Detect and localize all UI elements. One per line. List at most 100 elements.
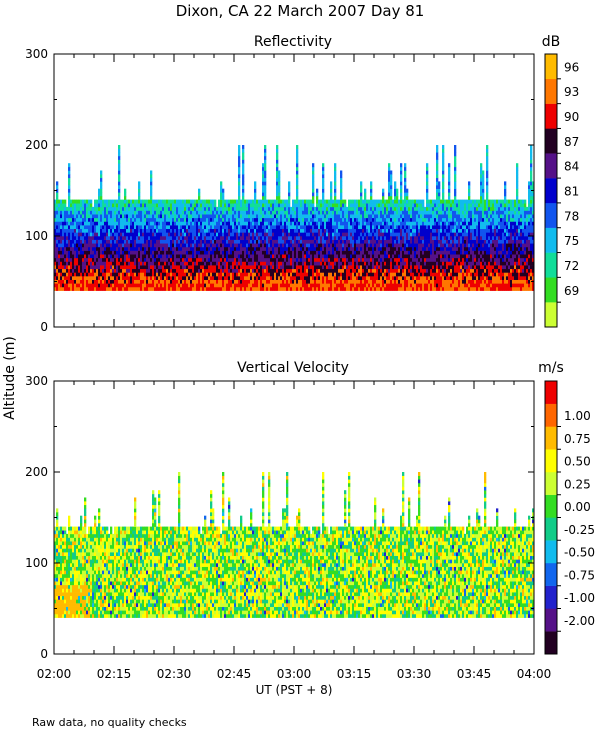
p1-heatmap-cell	[234, 246, 237, 251]
p1-heatmap-cell	[104, 243, 107, 248]
p1-heatmap-cell	[144, 265, 147, 270]
p1-heatmap-cell	[402, 276, 405, 280]
p1-heatmap-cell	[92, 261, 95, 266]
p1-heatmap-cell	[152, 261, 155, 266]
p1-heatmap-cell	[356, 232, 359, 237]
p1-heatmap-cell	[312, 243, 315, 248]
p1-heatmap-cell	[242, 174, 245, 179]
p1-heatmap-cell	[412, 236, 415, 240]
p1-heatmap-cell	[348, 276, 351, 280]
p1-heatmap-cell	[312, 188, 315, 193]
p1-heatmap-cell	[164, 276, 167, 280]
p1-heatmap-cell	[372, 276, 375, 280]
p1-heatmap-cell	[58, 268, 61, 273]
p1-heatmap-cell	[334, 192, 337, 197]
p1-heatmap-cell	[412, 257, 415, 262]
p1-heatmap-cell	[392, 217, 395, 222]
p1-heatmap-cell	[318, 206, 321, 211]
p1-heatmap-cell	[314, 283, 317, 288]
p1-heatmap-cell	[154, 246, 157, 251]
p1-heatmap-cell	[338, 268, 341, 273]
p1-heatmap-cell	[62, 206, 65, 211]
p1-heatmap-cell	[294, 206, 297, 211]
p1-heatmap-cell	[58, 283, 61, 288]
p1-heatmap-cell	[378, 257, 381, 262]
p1-heatmap-cell	[236, 257, 239, 262]
p1-heatmap-cell	[172, 265, 175, 270]
p1-heatmap-cell	[320, 261, 323, 266]
p1-heatmap-cell	[118, 272, 121, 277]
p1-heatmap-cell	[302, 243, 305, 248]
p1-heatmap-cell	[112, 283, 115, 288]
p1-heatmap-cell	[402, 221, 405, 226]
p1-heatmap-cell	[84, 239, 87, 244]
p1-heatmap-cell	[68, 214, 71, 219]
p1-heatmap-cell	[126, 279, 129, 284]
p1-heatmap-cell	[122, 283, 125, 288]
p1-heatmap-cell	[354, 236, 357, 240]
p1-heatmap-cell	[328, 203, 331, 208]
p1-heatmap-cell	[332, 239, 335, 244]
p1-heatmap-cell	[174, 254, 177, 259]
p1-heatmap-cell	[200, 203, 203, 208]
p1-heatmap-cell	[244, 239, 247, 244]
p1-heatmap-cell	[286, 268, 289, 273]
p1-heatmap-cell	[358, 232, 361, 237]
p1-heatmap-cell	[268, 246, 271, 251]
p1-heatmap-cell	[150, 188, 153, 193]
p1-heatmap-cell	[144, 225, 147, 230]
p1-heatmap-cell	[374, 279, 377, 284]
p1-heatmap-cell	[368, 286, 371, 291]
p1-heatmap-cell	[322, 236, 325, 240]
p1-heatmap-cell	[394, 210, 397, 215]
p1-heatmap-cell	[56, 195, 59, 200]
p1-heatmap-cell	[184, 254, 187, 259]
p1-heatmap-cell	[400, 199, 403, 204]
p1-heatmap-cell	[390, 177, 393, 182]
p1-heatmap-cell	[424, 221, 427, 226]
p1-heatmap-cell	[394, 225, 397, 230]
p1-heatmap-cell	[264, 210, 267, 215]
p1-heatmap-cell	[290, 246, 293, 251]
p1-heatmap-cell	[406, 228, 409, 233]
p1-heatmap-cell	[254, 254, 257, 259]
p1-heatmap-cell	[428, 239, 431, 244]
p1-heatmap-cell	[130, 214, 133, 219]
p1-heatmap-cell	[96, 199, 99, 204]
p1-heatmap-cell	[360, 203, 363, 208]
p1-heatmap-cell	[180, 250, 183, 255]
p1-heatmap-cell	[364, 257, 367, 262]
p1-heatmap-cell	[218, 239, 221, 244]
p1-heatmap-cell	[60, 228, 63, 233]
p1-heatmap-cell	[178, 276, 181, 280]
p1-heatmap-cell	[244, 250, 247, 255]
p1-heatmap-cell	[230, 286, 233, 291]
p1-heatmap-cell	[150, 272, 153, 277]
p1-heatmap-cell	[352, 279, 355, 284]
p1-heatmap-cell	[238, 166, 241, 171]
p1-heatmap-cell	[296, 265, 299, 270]
p1-heatmap-cell	[158, 206, 161, 211]
p1-heatmap-cell	[218, 199, 221, 204]
p1-heatmap-cell	[186, 250, 189, 255]
p1-heatmap-cell	[402, 283, 405, 288]
p1-heatmap-cell	[408, 257, 411, 262]
p1-heatmap-cell	[262, 228, 265, 233]
p1-heatmap-cell	[116, 214, 119, 219]
p1-heatmap-cell	[90, 225, 93, 230]
p1-heatmap-cell	[172, 206, 175, 211]
p1-heatmap-cell	[236, 203, 239, 208]
p1-heatmap-cell	[136, 246, 139, 251]
p1-heatmap-cell	[178, 236, 181, 240]
p1-heatmap-cell	[272, 283, 275, 288]
p1-heatmap-cell	[122, 199, 125, 204]
p1-heatmap-cell	[312, 246, 315, 251]
p1-heatmap-cell	[326, 272, 329, 277]
p1-heatmap-cell	[136, 206, 139, 211]
p1-heatmap-cell	[218, 283, 221, 288]
p1-heatmap-cell	[108, 243, 111, 248]
p1-heatmap-cell	[270, 217, 273, 222]
p1-heatmap-cell	[260, 199, 263, 204]
p1-heatmap-cell	[270, 221, 273, 226]
p1-heatmap-cell	[384, 217, 387, 222]
